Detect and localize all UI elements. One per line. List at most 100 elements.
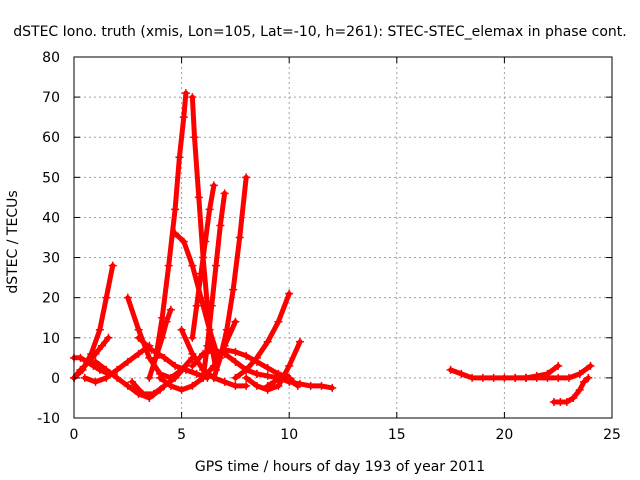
series-track bbox=[232, 291, 292, 381]
data-point bbox=[554, 361, 563, 370]
y-axis-label: dSTEC / TECUs bbox=[5, 190, 21, 293]
data-point bbox=[580, 377, 589, 386]
data-point bbox=[575, 385, 584, 394]
data-point bbox=[274, 317, 283, 326]
data-point bbox=[171, 373, 180, 382]
data-point bbox=[295, 337, 304, 346]
data-point bbox=[134, 349, 143, 358]
data-point bbox=[242, 351, 251, 360]
data-point bbox=[190, 133, 199, 142]
series-26 bbox=[521, 361, 595, 382]
series-20 bbox=[231, 289, 294, 382]
data-point bbox=[80, 373, 89, 382]
data-point bbox=[564, 373, 573, 382]
series-track bbox=[243, 339, 303, 393]
series-8 bbox=[134, 333, 212, 382]
data-point bbox=[196, 269, 205, 278]
data-point bbox=[175, 153, 184, 162]
data-point bbox=[147, 345, 156, 354]
y-tick-label: 70 bbox=[42, 90, 60, 106]
series-track bbox=[71, 335, 111, 381]
data-point bbox=[194, 193, 203, 202]
data-point bbox=[181, 365, 190, 374]
data-point bbox=[543, 373, 552, 382]
data-point bbox=[91, 357, 100, 366]
data-point bbox=[586, 361, 595, 370]
series-21 bbox=[242, 337, 304, 394]
data-point bbox=[209, 345, 218, 354]
data-point bbox=[188, 381, 197, 390]
y-tick-label: 10 bbox=[42, 331, 60, 347]
data-point bbox=[156, 373, 165, 382]
data-point bbox=[199, 373, 208, 382]
data-point bbox=[188, 349, 197, 358]
data-point bbox=[192, 301, 201, 310]
data-point bbox=[457, 369, 466, 378]
data-point bbox=[151, 353, 160, 362]
data-point bbox=[123, 381, 132, 390]
data-point bbox=[235, 233, 244, 242]
data-point bbox=[220, 189, 229, 198]
series-17 bbox=[177, 325, 251, 390]
data-point bbox=[293, 381, 302, 390]
data-point bbox=[76, 353, 85, 362]
data-point bbox=[113, 365, 122, 374]
data-point bbox=[76, 365, 85, 374]
data-point bbox=[192, 369, 201, 378]
data-point bbox=[134, 333, 143, 342]
x-tick-label: 10 bbox=[280, 427, 298, 443]
data-point bbox=[229, 285, 238, 294]
data-point bbox=[188, 333, 197, 342]
series-27 bbox=[549, 373, 593, 406]
data-point bbox=[156, 385, 165, 394]
data-point bbox=[242, 381, 251, 390]
data-point bbox=[188, 361, 197, 370]
data-point bbox=[89, 361, 98, 370]
y-tick-label: 30 bbox=[42, 251, 60, 267]
data-point bbox=[145, 373, 154, 382]
y-tick-label: 0 bbox=[51, 371, 60, 387]
data-point bbox=[584, 373, 593, 382]
x-tick-label: 0 bbox=[70, 427, 79, 443]
series-13 bbox=[188, 181, 218, 342]
data-point bbox=[285, 361, 294, 370]
data-point bbox=[263, 337, 272, 346]
data-point bbox=[242, 365, 251, 374]
x-tick-label: 15 bbox=[388, 427, 406, 443]
data-point bbox=[177, 385, 186, 394]
x-tick-label: 20 bbox=[495, 427, 513, 443]
series-23 bbox=[263, 371, 302, 390]
data-point bbox=[179, 237, 188, 246]
data-point bbox=[207, 301, 216, 310]
data-point bbox=[209, 361, 218, 370]
data-point bbox=[179, 113, 188, 122]
data-point bbox=[171, 205, 180, 214]
data-point bbox=[123, 357, 132, 366]
data-point bbox=[108, 261, 117, 270]
data-point bbox=[285, 289, 294, 298]
data-point bbox=[289, 377, 298, 386]
data-point bbox=[166, 381, 175, 390]
data-point bbox=[274, 381, 283, 390]
series-3 bbox=[70, 333, 113, 382]
data-point bbox=[134, 389, 143, 398]
data-point bbox=[209, 373, 218, 382]
chart-title: dSTEC Iono. truth (xmis, Lon=105, Lat=-1… bbox=[13, 24, 626, 40]
data-point bbox=[242, 373, 251, 382]
data-point bbox=[171, 229, 180, 238]
data-point bbox=[511, 373, 520, 382]
data-point bbox=[91, 349, 100, 358]
data-point bbox=[95, 325, 104, 334]
data-point bbox=[220, 345, 229, 354]
data-point bbox=[104, 333, 113, 342]
data-point bbox=[263, 363, 272, 372]
data-point bbox=[532, 373, 541, 382]
data-point bbox=[242, 173, 251, 182]
x-axis-label: GPS time / hours of day 193 of year 2011 bbox=[195, 459, 485, 475]
data-point bbox=[263, 381, 272, 390]
data-point bbox=[166, 305, 175, 314]
data-point bbox=[158, 313, 167, 322]
data-point bbox=[252, 369, 261, 378]
data-point bbox=[252, 353, 261, 362]
